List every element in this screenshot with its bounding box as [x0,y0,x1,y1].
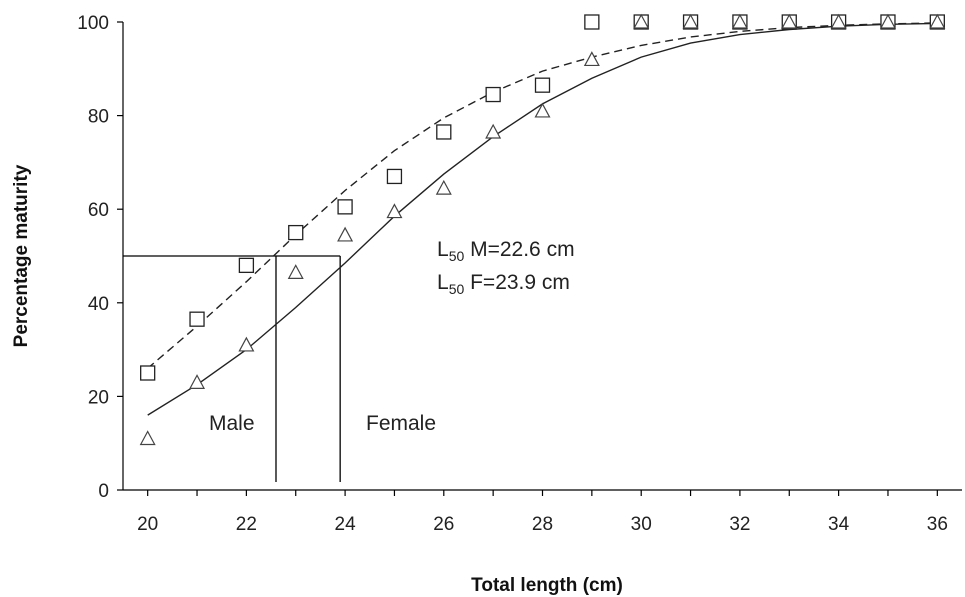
l50-female-prefix: L [437,271,449,294]
square-point [189,311,205,327]
y-tick-label: 80 [88,107,109,128]
triangle-point [633,13,650,29]
square-point [386,168,403,185]
male-fit-curve [147,22,938,369]
triangle-point [337,226,354,242]
square-point [140,365,156,381]
l50-female-value: F=23.9 cm [464,271,570,294]
male-label: Male [209,412,255,435]
y-tick-label: 20 [88,387,109,408]
square-point [485,86,501,103]
l50-female-annotation: L50 F=23.9 cm [437,271,570,297]
triangle-point [929,13,946,29]
y-tick-label: 100 [77,13,109,34]
axes: 0 20 40 60 80 100 20 22 24 26 28 30 32 34 36 [77,13,962,535]
x-tick-label: 28 [532,514,553,535]
triangle-point [485,123,502,139]
triangle-point [287,264,304,279]
square-point [238,257,255,274]
triangle-point [534,102,551,118]
triangle-point [682,13,699,29]
l50-male-prefix: L [437,238,449,261]
square-point [436,124,452,140]
y-tick-label: 40 [88,294,109,315]
triangle-point [386,203,403,219]
l50-reference-lines [123,255,341,482]
triangle-point [731,13,748,29]
square-point [584,14,600,30]
x-tick-label: 24 [335,514,357,535]
data-points [139,13,946,446]
x-tick-label: 34 [828,514,850,535]
y-axis-title: Percentage maturity [11,164,32,347]
l50-male-annotation: L50 M=22.6 cm [437,238,575,264]
y-tick-label: 60 [88,200,109,221]
triangle-point [830,13,847,29]
triangle-point [435,179,452,195]
annotations: L50 M=22.6 cm L50 F=23.9 cm Male Female [209,238,575,435]
triangle-point [189,374,206,389]
square-point [288,224,304,241]
triangle-point [238,336,255,352]
triangle-point [583,51,600,67]
x-axis-title: Total length (cm) [471,575,623,596]
x-tick-label: 22 [236,514,257,535]
x-tick-label: 20 [137,514,158,535]
x-tick-label: 26 [433,514,454,535]
triangle-point [139,430,156,446]
triangle-point [781,13,798,29]
l50-male-value: M=22.6 cm [464,238,574,261]
x-tick-label: 32 [729,514,750,535]
y-tick-label: 0 [98,481,109,502]
l50-male-subscript: 50 [449,248,465,264]
x-tick-label: 36 [927,514,948,535]
l50-female-subscript: 50 [449,281,465,297]
female-label: Female [366,412,436,435]
triangle-point [879,13,896,29]
square-point [337,199,353,215]
square-point [534,77,551,93]
x-tick-label: 30 [631,514,652,535]
